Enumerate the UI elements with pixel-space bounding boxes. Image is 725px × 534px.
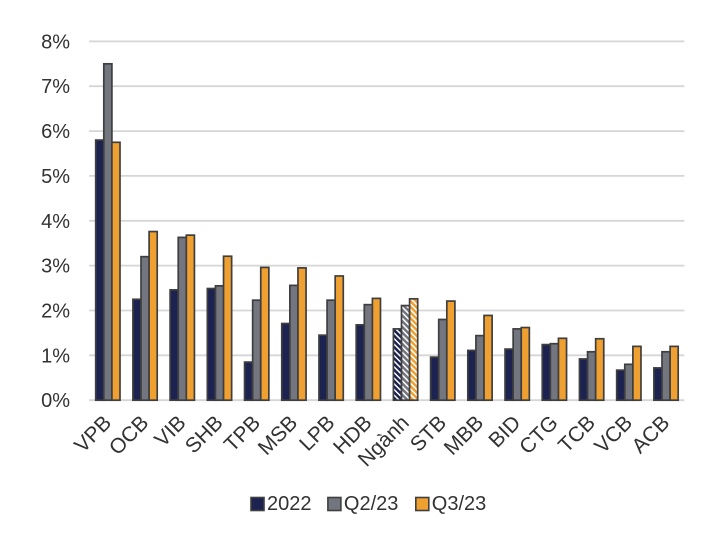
svg-text:1%: 1% <box>41 345 70 367</box>
svg-text:2022: 2022 <box>267 493 312 515</box>
svg-text:Q3/23: Q3/23 <box>432 493 486 515</box>
svg-text:2%: 2% <box>41 301 70 323</box>
svg-text:Q2/23: Q2/23 <box>344 493 398 515</box>
svg-text:5%: 5% <box>41 166 70 188</box>
svg-text:6%: 6% <box>41 121 70 143</box>
svg-text:7%: 7% <box>41 76 70 98</box>
svg-text:8%: 8% <box>41 31 70 53</box>
svg-text:0%: 0% <box>41 390 70 412</box>
svg-text:4%: 4% <box>41 211 70 233</box>
svg-text:3%: 3% <box>41 256 70 278</box>
